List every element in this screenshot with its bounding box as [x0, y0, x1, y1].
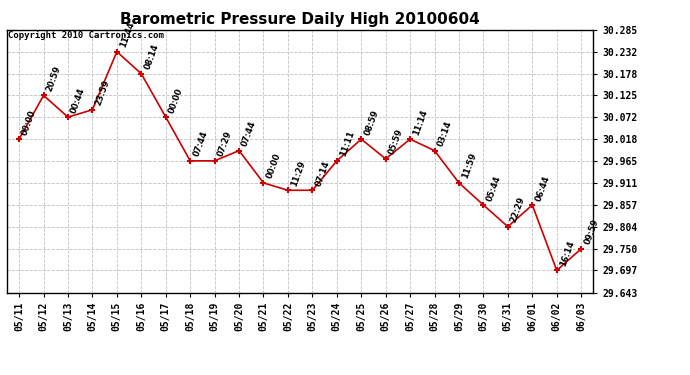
- Text: 08:14: 08:14: [143, 43, 160, 71]
- Text: 07:44: 07:44: [240, 120, 258, 148]
- Text: 00:00: 00:00: [21, 108, 38, 136]
- Text: 23:59: 23:59: [94, 79, 111, 107]
- Text: Copyright 2010 Cartronics.com: Copyright 2010 Cartronics.com: [8, 32, 164, 40]
- Text: 05:44: 05:44: [485, 174, 502, 202]
- Text: 05:59: 05:59: [387, 128, 404, 156]
- Text: 11:11: 11:11: [338, 130, 356, 158]
- Text: 03:14: 03:14: [436, 120, 453, 148]
- Title: Barometric Pressure Daily High 20100604: Barometric Pressure Daily High 20100604: [120, 12, 480, 27]
- Text: 20:59: 20:59: [45, 64, 63, 93]
- Text: 08:59: 08:59: [363, 108, 380, 136]
- Text: 16:14: 16:14: [558, 239, 575, 268]
- Text: 07:44: 07:44: [192, 130, 209, 158]
- Text: 00:00: 00:00: [265, 152, 282, 180]
- Text: 07:29: 07:29: [216, 130, 233, 158]
- Text: 00:44: 00:44: [70, 86, 87, 114]
- Text: 09:59: 09:59: [582, 218, 600, 246]
- Text: 06:44: 06:44: [533, 174, 551, 202]
- Text: 11:29: 11:29: [289, 159, 307, 188]
- Text: 11:14: 11:14: [411, 108, 429, 136]
- Text: 11:44: 11:44: [118, 21, 136, 49]
- Text: 07:14: 07:14: [314, 159, 331, 188]
- Text: 11:59: 11:59: [460, 152, 478, 180]
- Text: 00:00: 00:00: [167, 87, 185, 114]
- Text: 22:29: 22:29: [509, 196, 527, 224]
